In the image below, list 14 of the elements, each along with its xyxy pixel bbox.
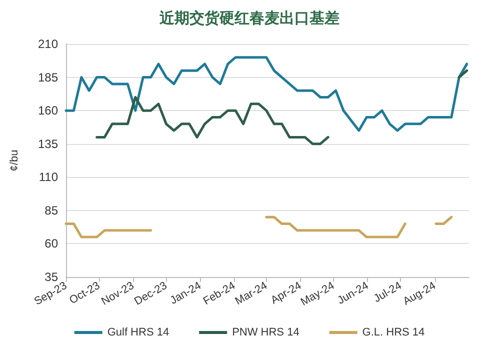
y-tick-label: 110	[38, 170, 58, 184]
y-tick-label: 135	[38, 136, 58, 151]
y-axis-title: ¢/bu	[8, 150, 20, 172]
line-series	[64, 56, 468, 132]
y-tick-label: 85	[44, 203, 58, 218]
y-tick-label: 210	[38, 37, 58, 51]
y-tick-label: 60	[44, 236, 58, 251]
y-tick-label: 35	[44, 270, 58, 284]
y-tick-label: 185	[38, 70, 58, 84]
legend-label: PNW HRS 14	[232, 326, 300, 338]
chart-title: 近期交货硬红春麦出口基差	[158, 9, 340, 27]
legend-label: G.L. HRS 14	[362, 326, 425, 338]
y-tick-label: 160	[38, 104, 58, 118]
legend-label: Gulf HRS 14	[107, 326, 170, 338]
